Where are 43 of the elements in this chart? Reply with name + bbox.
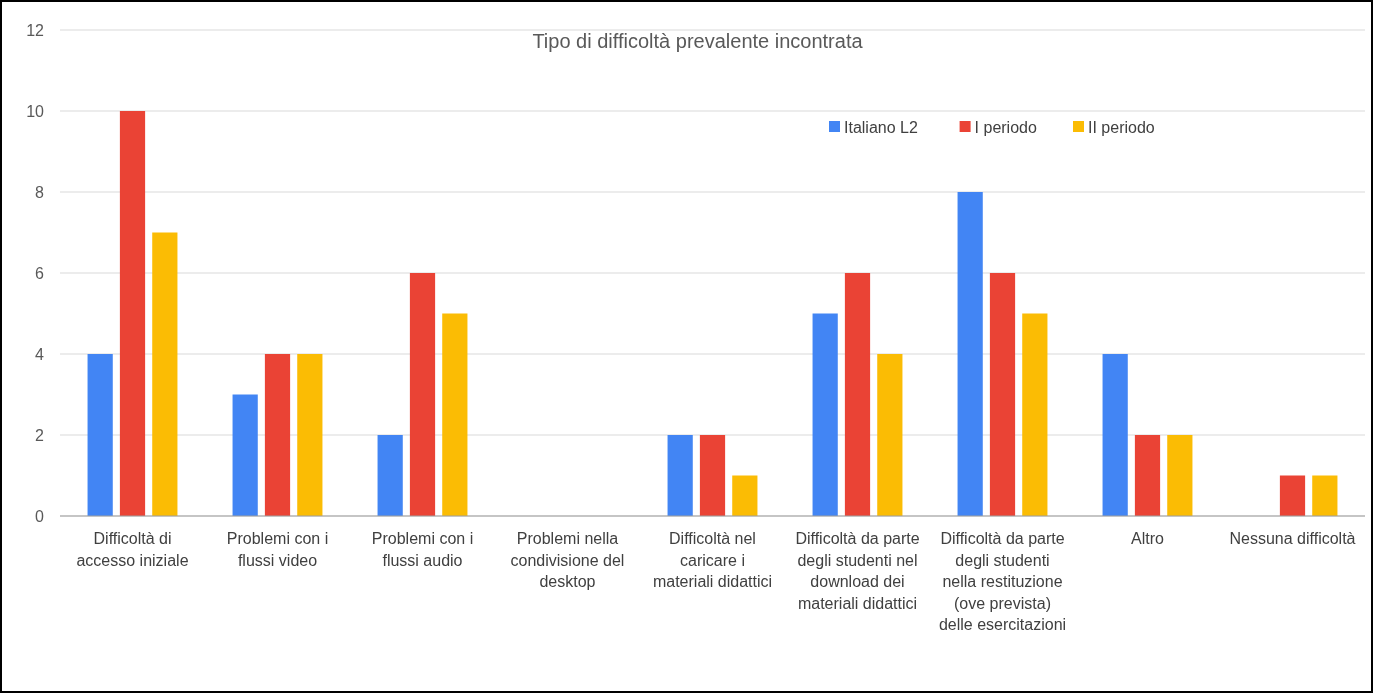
bar — [377, 435, 403, 516]
legend-label: Italiano L2 — [844, 118, 918, 136]
y-tick-label: 10 — [26, 102, 45, 120]
x-tick-label: Altro — [1131, 530, 1165, 547]
y-tick-label: 6 — [35, 264, 45, 282]
x-tick-label: Difficoltà nel caricare i materiali didattici — [652, 530, 773, 590]
bar — [87, 354, 113, 516]
bar — [119, 111, 146, 516]
bar — [264, 354, 291, 516]
bar — [1279, 475, 1306, 516]
legend-label: I periodo — [974, 118, 1037, 136]
x-tick-label: Difficoltà di accesso iniziale — [76, 530, 189, 569]
legend-label: II periodo — [1088, 118, 1155, 136]
bar — [989, 273, 1016, 516]
bar — [1134, 435, 1161, 516]
x-tick-label: Difficoltà da parte degli studenti nella restituzione (ove prevista) delle esercitazioni — [938, 530, 1067, 633]
chart-title: Tipo di difficoltà prevalente incontrata — [532, 30, 864, 52]
y-tick-label: 12 — [26, 21, 45, 39]
bar — [877, 354, 903, 516]
bar — [732, 475, 758, 516]
y-tick-label: 4 — [35, 345, 45, 363]
bar — [1022, 313, 1048, 516]
bar — [812, 313, 838, 516]
y-tick-label: 8 — [35, 183, 45, 201]
bar — [1312, 475, 1338, 516]
x-tick-label: Difficoltà da parte degli studenti nel download dei materiali didattici — [795, 530, 920, 612]
y-tick-label: 2 — [35, 426, 45, 444]
x-tick-label: Problemi con i flussi audio — [371, 530, 474, 569]
bar — [844, 273, 871, 516]
bar — [667, 435, 693, 516]
bar — [1167, 435, 1193, 516]
bar — [1102, 354, 1128, 516]
x-tick-label: Nessuna difficoltà — [1229, 530, 1356, 547]
x-tick-label: Problemi con i flussi video — [226, 530, 329, 569]
bar — [957, 192, 983, 516]
bar — [232, 394, 258, 516]
bar — [442, 313, 468, 516]
bar — [409, 273, 436, 516]
bar — [699, 435, 726, 516]
bar — [152, 232, 178, 516]
bar — [297, 354, 323, 516]
x-tick-label: Problemi nella condivisione del desktop — [510, 530, 625, 590]
y-tick-label: 0 — [35, 507, 45, 525]
